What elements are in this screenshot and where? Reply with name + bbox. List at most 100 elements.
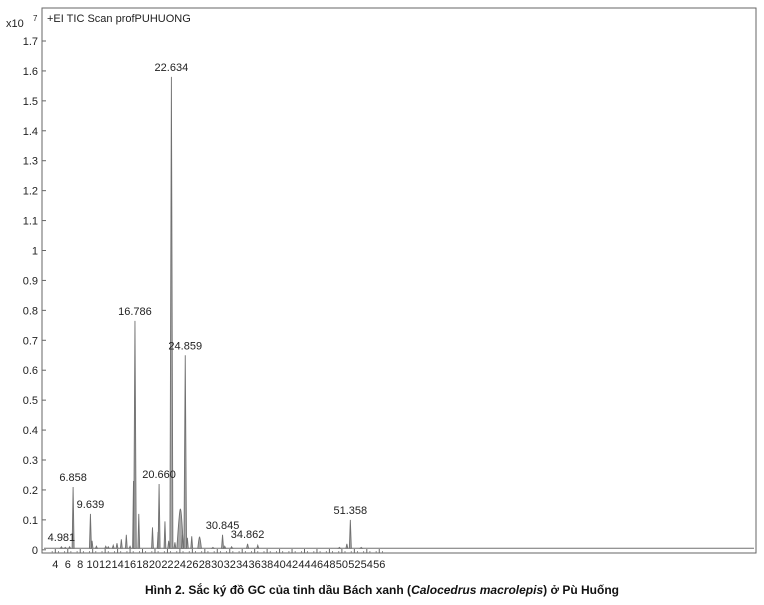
caption-prefix: Hình 2. Sắc ký đồ GC của tinh dầu Bách x… (145, 583, 412, 597)
x-tick-label: 56 (373, 559, 385, 571)
labeled-peak (59, 545, 64, 549)
peak-label: 6.858 (59, 472, 87, 484)
labeled-peak (133, 320, 137, 549)
x-tick-label: 14 (111, 559, 123, 571)
minor-peak (104, 545, 108, 549)
y-tick-label: 1.2 (23, 186, 38, 198)
y-tick-label: 0.9 (23, 275, 38, 287)
peak-label: 16.786 (118, 306, 152, 318)
minor-peak (106, 545, 110, 549)
minor-peak (190, 536, 194, 549)
peak-label: 4.981 (48, 532, 76, 544)
labeled-peak (88, 513, 92, 549)
minor-peak (229, 545, 234, 549)
x-tick-label: 16 (124, 559, 136, 571)
y-tick-label: 1 (32, 246, 38, 258)
y-tick-label: 0.8 (23, 305, 38, 317)
x-tick-label: 8 (77, 559, 83, 571)
minor-peak (181, 534, 184, 549)
y-tick-label: 1.7 (23, 36, 38, 48)
minor-peak (124, 534, 128, 549)
labeled-peak (183, 355, 188, 549)
x-tick-label: 18 (136, 559, 148, 571)
caption-suffix: ) ở Pù Huống (543, 583, 619, 597)
chart-title: +EI TIC Scan profPUHUONG (47, 13, 191, 25)
x-tick-label: 52 (348, 559, 360, 571)
minor-peak (67, 545, 72, 549)
x-tick-label: 46 (311, 559, 323, 571)
minor-peak (119, 539, 123, 549)
peak-label: 9.639 (77, 499, 105, 511)
figure-caption: Hình 2. Sắc ký đồ GC của tinh dầu Bách x… (0, 583, 764, 597)
peak-label: 24.859 (168, 340, 202, 352)
labeled-peak (169, 76, 174, 549)
minor-peak (151, 527, 154, 549)
y-tick-label: 0.3 (23, 455, 38, 467)
y-tick-label: 0.6 (23, 365, 38, 377)
minor-peak (167, 540, 171, 549)
x-tick-label: 22 (161, 559, 173, 571)
x-axis: 4 6 8 10 12 14 16 18 20 22 24 26 28 30 32 34 36 38 40 42 44 4… (51, 549, 385, 571)
minor-peak (173, 542, 177, 549)
x-tick-label: 44 (298, 559, 310, 571)
y-tick-label: 1.5 (23, 96, 38, 108)
y-multiplier-label: x10 (6, 18, 24, 30)
y-tick-label: 1.1 (23, 216, 38, 228)
x-tick-label: 32 (224, 559, 236, 571)
y-tick-label: 0 (32, 545, 38, 557)
x-tick-label: 36 (249, 559, 261, 571)
peak-label: 30.845 (206, 520, 240, 532)
minor-peak (337, 546, 342, 549)
broad-hump (197, 536, 202, 549)
x-tick-label: 10 (87, 559, 99, 571)
y-tick-label: 0.4 (23, 425, 38, 437)
y-tick-label: 0.1 (23, 515, 38, 527)
y-axis: 0 0.1 0.2 0.3 0.4 0.5 0.6 0.7 0.8 0.9 1 1.1 1.2 1.3 1.… (23, 36, 46, 557)
labeled-peak (348, 519, 352, 549)
minor-peak (359, 546, 364, 549)
y-tick-label: 0.5 (23, 395, 38, 407)
y-exponent-label: 7 (33, 14, 38, 23)
x-tick-label: 38 (261, 559, 273, 571)
x-tick-label: 26 (186, 559, 198, 571)
y-tick-label: 1.6 (23, 66, 38, 78)
x-tick-label: 54 (361, 559, 373, 571)
y-tick-label: 0.7 (23, 335, 38, 347)
minor-peak (223, 545, 227, 549)
minor-peak (163, 521, 167, 549)
peak-labels: 4.981 6.858 9.639 16.786 20.660 22.634 24.859 3… (48, 62, 368, 544)
y-tick-label: 1.4 (23, 126, 38, 138)
minor-peak (210, 546, 215, 549)
x-tick-label: 34 (236, 559, 248, 571)
caption-species: Calocedrus macrolepis (411, 583, 544, 597)
minor-peak (256, 543, 260, 549)
x-tick-label: 20 (149, 559, 161, 571)
labeled-peak (221, 534, 225, 549)
x-tick-label: 24 (174, 559, 186, 571)
minor-peak (345, 543, 349, 549)
chromatogram-chart: x10 7 +EI TIC Scan profPUHUONG 0 0.1 0.2 0.… (6, 7, 757, 571)
x-tick-label: 40 (273, 559, 285, 571)
x-tick-label: 4 (52, 559, 58, 571)
x-tick-label: 6 (65, 559, 71, 571)
minor-peak (128, 545, 132, 549)
peak-label: 34.862 (231, 529, 265, 541)
minor-peak (63, 546, 68, 549)
minor-peak (137, 513, 141, 549)
peak-label: 51.358 (334, 505, 368, 517)
labeled-peak (246, 543, 250, 549)
x-tick-label: 28 (199, 559, 211, 571)
peak-label: 20.660 (142, 469, 176, 481)
minor-peak (111, 543, 115, 549)
chromatogram-trace (44, 76, 754, 549)
minor-peak (115, 543, 119, 549)
minor-peak (94, 545, 99, 549)
labeled-peak (157, 483, 161, 549)
x-tick-label: 48 (323, 559, 335, 571)
x-tick-label: 12 (99, 559, 111, 571)
y-tick-label: 1.3 (23, 156, 38, 168)
x-tick-label: 30 (211, 559, 223, 571)
x-tick-label: 50 (336, 559, 348, 571)
labeled-peak (71, 486, 75, 549)
x-tick-label: 42 (286, 559, 298, 571)
